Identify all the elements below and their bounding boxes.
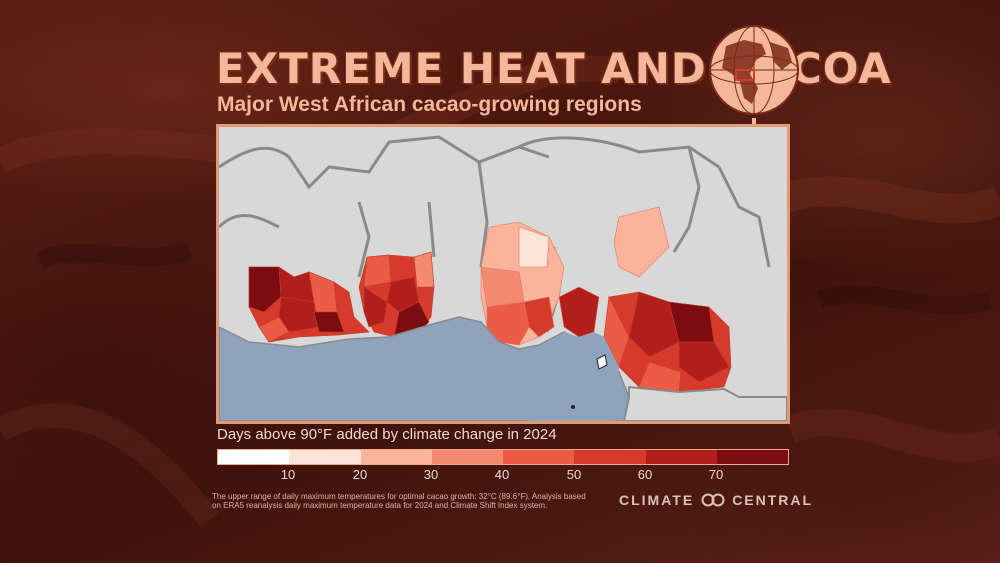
climate-central-logo: CLIMATE CENTRAL bbox=[619, 492, 813, 508]
legend-segment bbox=[503, 450, 575, 464]
legend-segment bbox=[431, 450, 503, 464]
legend-color-bar bbox=[217, 449, 789, 465]
legend-title: Days above 90°F added by climate change … bbox=[217, 426, 557, 443]
region-ghana bbox=[358, 251, 435, 338]
legend-tick: 70 bbox=[708, 467, 724, 482]
legend-segment bbox=[218, 450, 290, 464]
west-africa-map bbox=[219, 127, 787, 421]
legend-segment bbox=[716, 450, 788, 464]
legend-tick: 40 bbox=[494, 467, 510, 482]
brand-left-text: CLIMATE bbox=[619, 492, 695, 508]
legend-tick: 30 bbox=[423, 467, 439, 482]
legend-tick: 20 bbox=[352, 467, 368, 482]
globe-icon bbox=[709, 25, 799, 134]
legend-segment bbox=[574, 450, 646, 464]
land-south bbox=[622, 385, 787, 421]
bioko-island bbox=[596, 354, 608, 370]
legend-segment bbox=[360, 450, 432, 464]
region-cameroon bbox=[603, 291, 732, 393]
page-subtitle: Major West African cacao-growing regions bbox=[217, 93, 642, 116]
legend-segment bbox=[289, 450, 361, 464]
brand-right-text: CENTRAL bbox=[732, 492, 814, 508]
legend-segment bbox=[645, 450, 717, 464]
map-frame bbox=[216, 124, 790, 424]
island-dot bbox=[571, 405, 575, 409]
ocean-bight bbox=[519, 332, 619, 421]
region-nigeria bbox=[480, 206, 670, 346]
legend-tick: 60 bbox=[637, 467, 653, 482]
legend-tick: 50 bbox=[566, 467, 582, 482]
climate-central-logo-icon bbox=[701, 493, 725, 507]
legend-tick: 10 bbox=[280, 467, 296, 482]
region-cote-divoire bbox=[248, 266, 370, 343]
footnote: The upper range of daily maximum tempera… bbox=[212, 492, 586, 510]
